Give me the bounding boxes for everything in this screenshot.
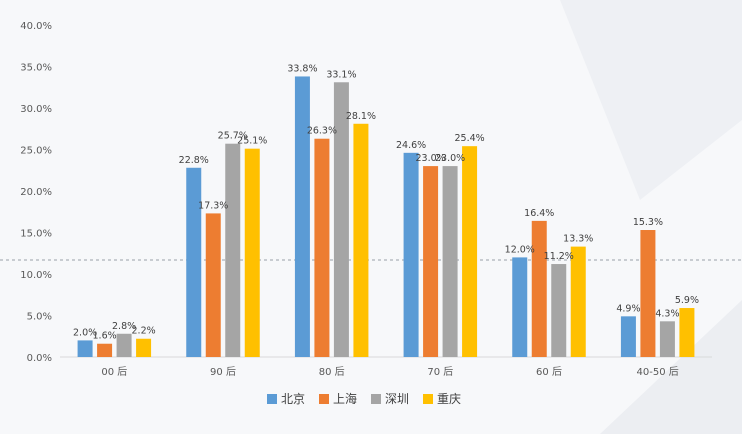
bar-value-label: 16.4% (524, 208, 554, 219)
y-tick-label: 20.0% (20, 187, 52, 198)
bar-value-label: 23.0% (415, 153, 445, 164)
bar-value-label: 28.1% (346, 111, 376, 122)
y-tick-label: 15.0% (20, 229, 52, 240)
bar (679, 308, 695, 357)
bar (77, 340, 93, 357)
bar (531, 220, 547, 357)
legend-label: 重庆 (437, 392, 461, 406)
bar-value-label: 2.0% (73, 327, 97, 338)
data-labels: 2.0%1.6%2.8%2.2% 22.8% 17.3% 25.7%25.1% 33.8… (73, 63, 699, 341)
bar (97, 343, 113, 357)
bar-value-label: 17.3% (198, 200, 228, 211)
y-tick-label: 0.0% (27, 353, 52, 364)
bar-value-label: 2.8% (112, 321, 136, 332)
bar (640, 230, 656, 357)
bar (462, 146, 478, 357)
y-tick-label: 30.0% (20, 104, 52, 115)
bar-value-label: 22.8% (179, 155, 209, 166)
x-tick-label: 80 后 (319, 366, 345, 378)
legend-swatch (319, 394, 329, 404)
bar (551, 264, 567, 357)
y-tick-label: 25.0% (20, 146, 52, 157)
axes: 0.0% 5.0% 10.0% 15.0% 20.0% 25.0% 30.0% 35.0% 40… (20, 21, 712, 378)
bar (116, 333, 132, 357)
bar (186, 167, 202, 357)
bar-value-label: 25.7% (218, 131, 248, 142)
x-tick-label: 40-50 后 (637, 366, 679, 378)
y-tick-label: 10.0% (20, 270, 52, 281)
bar (225, 143, 241, 357)
bar-value-label: 26.3% (307, 126, 337, 137)
bar-value-label: 4.3% (655, 308, 679, 319)
bar-value-label: 33.1% (326, 69, 356, 80)
y-tick-label: 35.0% (20, 63, 52, 74)
bar-value-label: 24.6% (396, 140, 426, 151)
legend: 北京 上海 深圳 重庆 (267, 391, 461, 406)
bar-value-label: 11.2% (544, 251, 574, 262)
y-tick-label: 5.0% (27, 312, 52, 323)
bar (333, 82, 349, 358)
legend-label: 上海 (333, 391, 357, 406)
bars (77, 76, 695, 358)
bar-value-label: 25.4% (454, 133, 484, 144)
bar-value-label: 25.1% (237, 136, 267, 147)
bar-value-label: 5.9% (675, 295, 699, 306)
bar (314, 138, 330, 357)
bar (442, 166, 458, 357)
bar-value-label: 33.8% (287, 63, 317, 74)
x-tick-label: 90 后 (210, 366, 236, 378)
bar (244, 148, 260, 357)
x-tick-label: 00 后 (101, 366, 127, 378)
legend-swatch (371, 394, 381, 404)
bar-value-label: 2.2% (132, 326, 156, 337)
bar-value-label: 15.3% (633, 217, 663, 228)
legend-label: 北京 (281, 392, 305, 406)
bar (570, 246, 586, 357)
x-tick-label: 70 后 (427, 366, 453, 378)
bar (294, 76, 310, 358)
y-tick-label: 40.0% (20, 21, 52, 32)
bar (403, 152, 419, 357)
bar (620, 316, 636, 357)
bar (205, 213, 221, 357)
legend-label: 深圳 (385, 392, 409, 406)
bar (136, 338, 152, 357)
bar-value-label: 1.6% (93, 331, 117, 342)
bar (353, 123, 369, 358)
legend-swatch (267, 394, 277, 404)
bar-value-label: 4.9% (616, 303, 640, 314)
bar (423, 166, 439, 357)
bar (512, 257, 528, 357)
x-tick-label: 60 后 (536, 366, 562, 378)
bar-value-label: 13.3% (563, 234, 593, 245)
legend-swatch (423, 394, 433, 404)
bar (659, 321, 675, 357)
bar-value-label: 12.0% (505, 244, 535, 255)
bar-value-label: 23.0% (435, 153, 465, 164)
